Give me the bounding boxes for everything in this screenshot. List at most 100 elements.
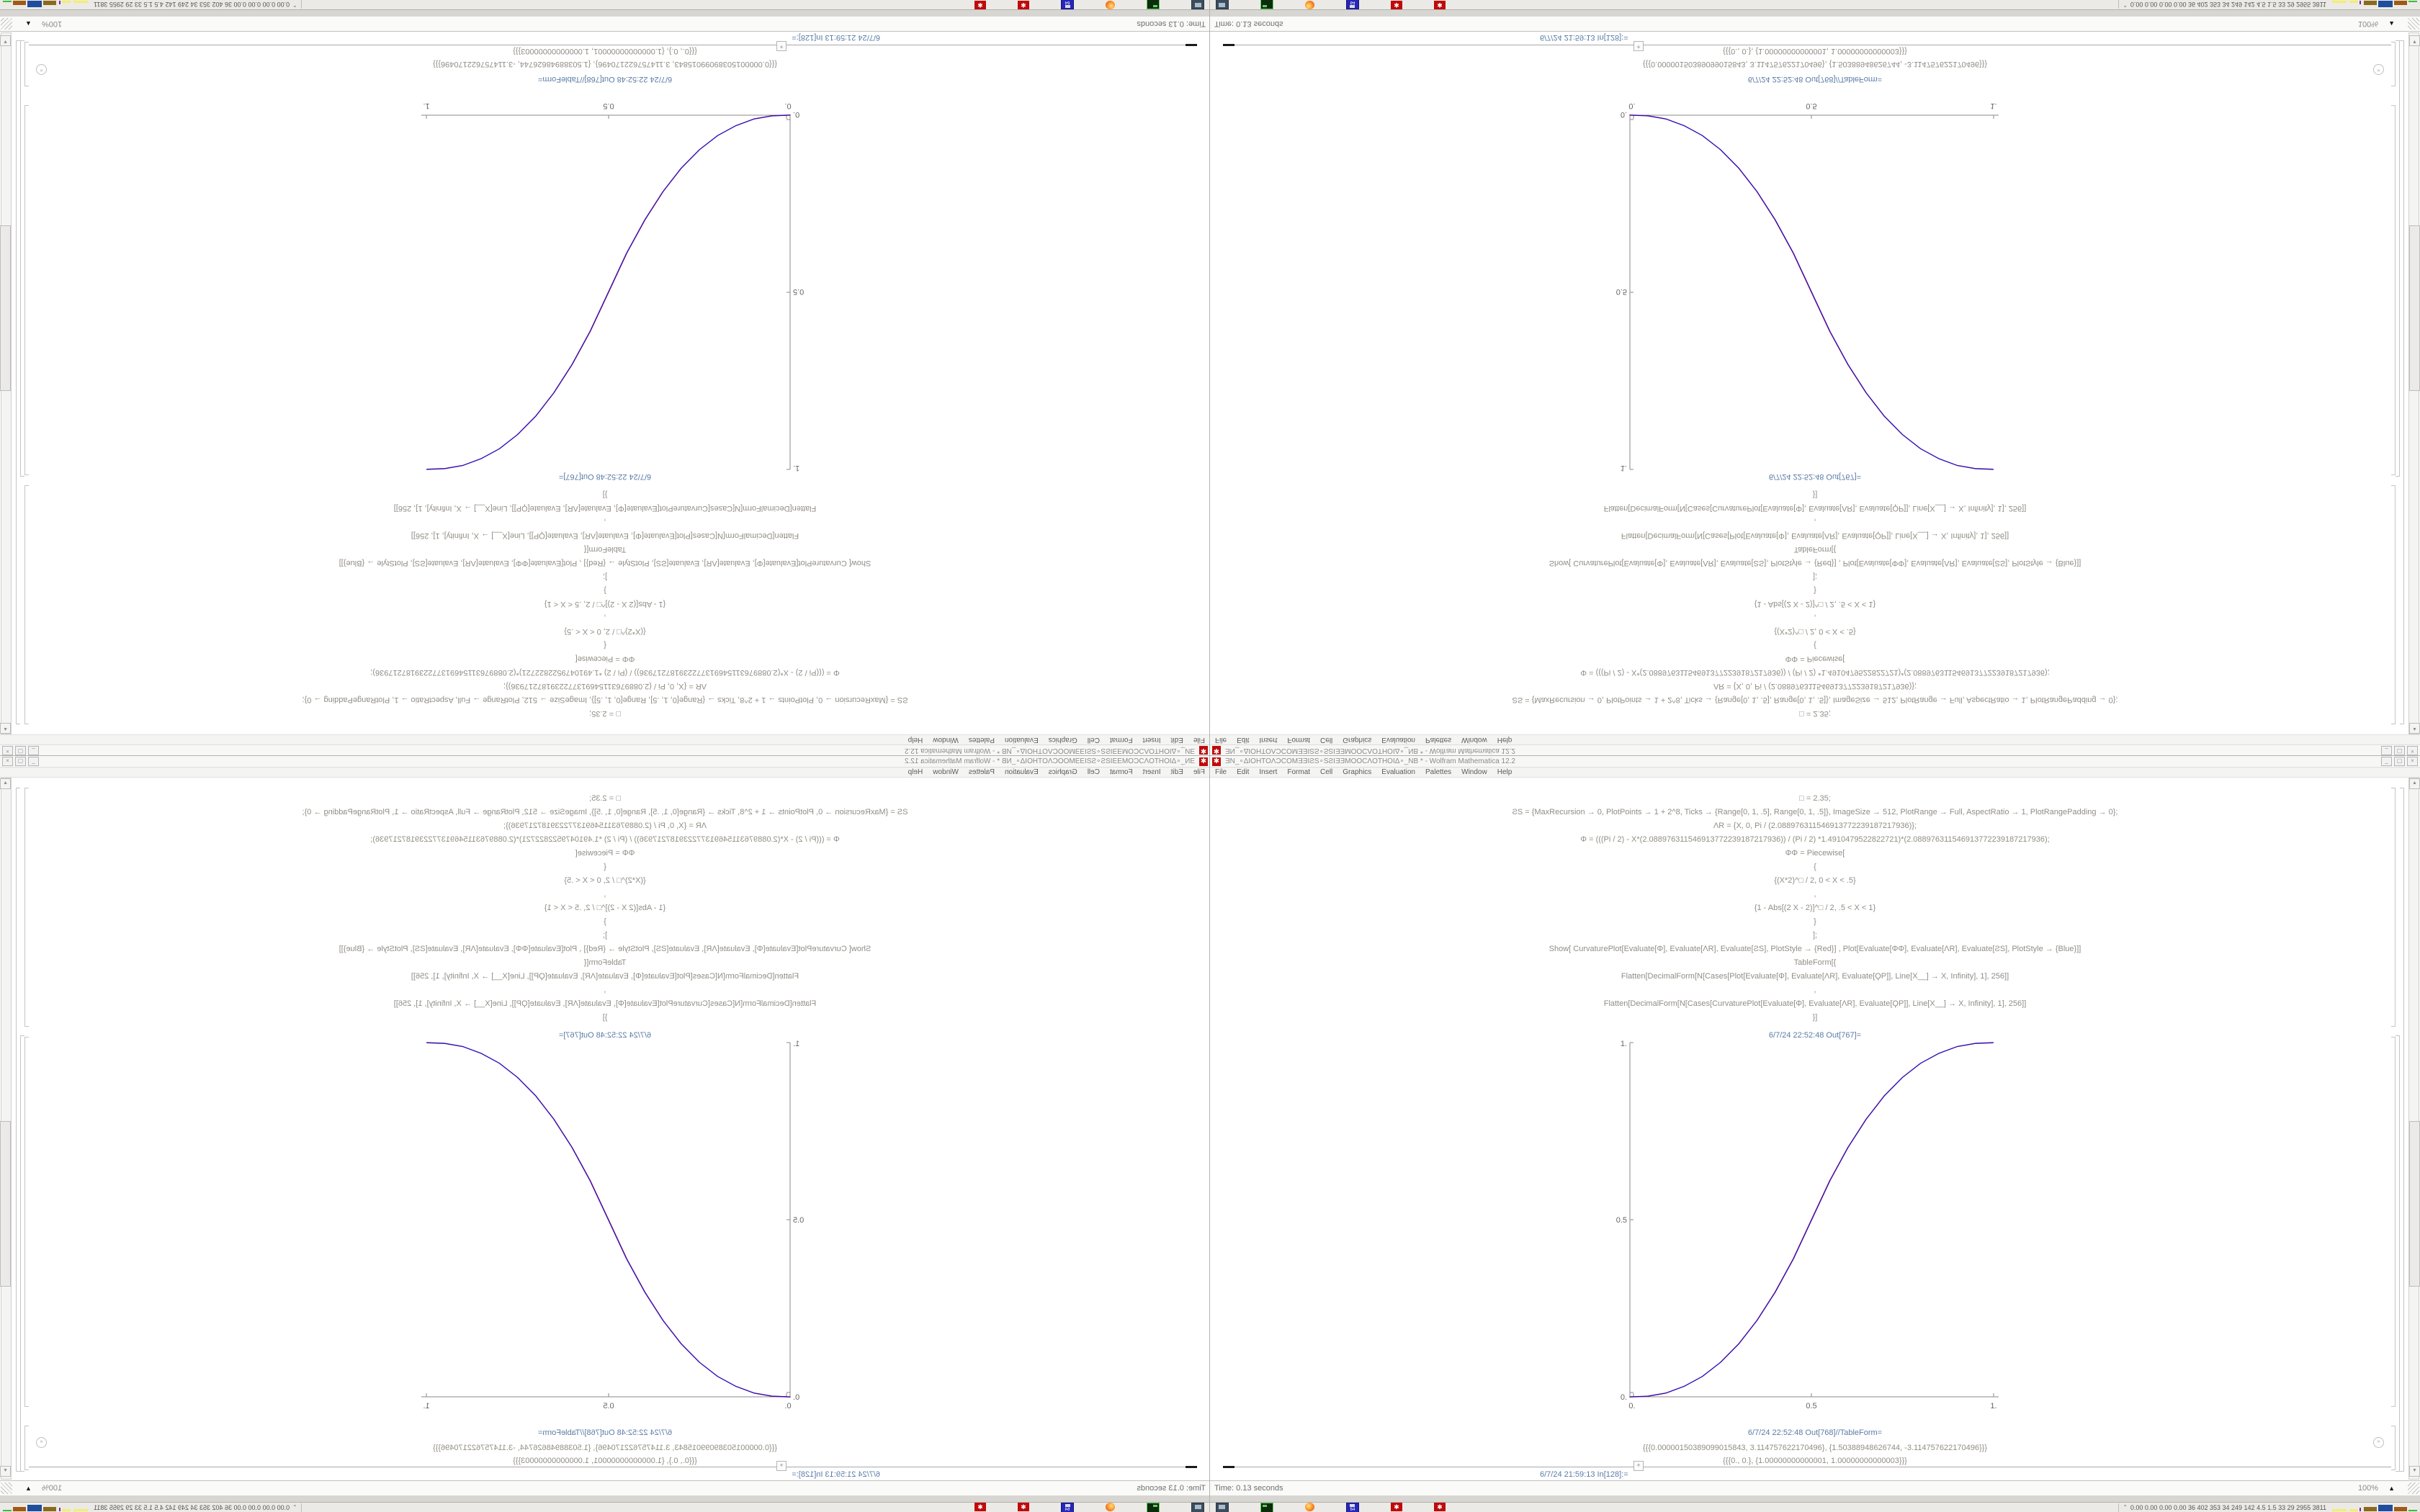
code-line[interactable]: ]; <box>602 931 608 940</box>
code-line[interactable]: Flatten[DecimalForm[N[Cases[Plot[Evaluat… <box>411 531 799 540</box>
code-line[interactable]: ƧS = {MaxRecursion → 0, PlotPoints → 1 +… <box>1512 696 2118 704</box>
menu-format[interactable]: Format <box>1287 768 1311 776</box>
code-line[interactable]: { <box>604 641 606 649</box>
menu-window[interactable]: Window <box>1461 736 1487 744</box>
firefox-icon[interactable] <box>1305 1502 1314 1511</box>
table-cell-bracket[interactable] <box>2391 42 2396 86</box>
code-line[interactable]: }] <box>1812 1013 1818 1022</box>
menu-insert[interactable]: Insert <box>1142 736 1161 744</box>
plot-cell-bracket[interactable] <box>24 1037 29 1407</box>
menu-window[interactable]: Window <box>933 736 959 744</box>
notebook-content-area[interactable]: □ = 2.35; ƧS = {MaxRecursion → 0, PlotPo… <box>1210 32 2420 734</box>
code-line[interactable]: { <box>604 863 606 871</box>
menu-insert[interactable]: Insert <box>1142 768 1161 776</box>
menu-file[interactable]: File <box>1193 768 1205 776</box>
table-cell-bracket[interactable] <box>2391 1426 2396 1470</box>
code-line[interactable]: Flatten[DecimalForm[N[Cases[Plot[Evaluat… <box>1621 531 2009 540</box>
code-line[interactable]: , <box>604 986 606 994</box>
scroll-up-button[interactable]: ▲ <box>2409 723 2420 734</box>
cell-insert-plus-button[interactable]: + <box>776 1461 786 1471</box>
minimize-button[interactable]: _ <box>2381 757 2392 766</box>
code-line[interactable]: ΦΦ = Piecewise[ <box>1785 849 1845 858</box>
display-icon[interactable] <box>1191 0 1204 10</box>
maximize-button[interactable]: ▢ <box>15 757 26 766</box>
magnification-value[interactable]: 100% <box>41 19 63 28</box>
code-line[interactable]: {1 - Abs[(2 X - 2)]^□ / 2, .5 < X < 1} <box>1754 904 1876 912</box>
menu-cell[interactable]: Cell <box>1087 768 1100 776</box>
mathematica-spikey-icon[interactable]: ✱ <box>1391 1 1402 10</box>
code-line[interactable]: , <box>1814 518 1816 526</box>
scroll-down-button[interactable]: ▼ <box>0 35 11 46</box>
close-button[interactable]: × <box>2 757 13 766</box>
magnification-popup-icon[interactable]: ▲ <box>2388 20 2395 27</box>
menu-palettes[interactable]: Palettes <box>968 768 995 776</box>
menu-graphics[interactable]: Graphics <box>1343 736 1372 744</box>
menu-insert[interactable]: Insert <box>1259 768 1278 776</box>
scroll-up-button[interactable]: ▲ <box>2409 778 2420 789</box>
code-line[interactable]: TableForm[{ <box>583 958 627 967</box>
code-line[interactable]: ]; <box>1812 931 1818 940</box>
window-titlebar[interactable]: ✱ ƎN_∘ΔIOHTOΛƆCOMƎƎIƧS∘SƧIƎƎMOOCΛOTHOIΔ∘… <box>1210 744 2420 756</box>
table-cell-bracket[interactable] <box>24 1426 29 1470</box>
window-titlebar[interactable]: ✱ ƎN_∘ΔIOHTOΛƆCOMƎƎIƧS∘SƧIƎƎMOOCΛOTHOIΔ∘… <box>1210 756 2420 768</box>
code-line[interactable]: {1 - Abs[(2 X - 2)]^□ / 2, .5 < X < 1} <box>1754 600 1876 608</box>
minimize-button[interactable]: _ <box>28 757 39 766</box>
code-line[interactable]: □ = 2.35; <box>1799 794 1831 803</box>
output-group-bracket[interactable] <box>2396 40 2400 477</box>
elide-output-button[interactable]: » <box>36 1437 47 1448</box>
code-line[interactable]: Flatten[DecimalForm[N[Cases[Plot[Evaluat… <box>411 972 799 981</box>
code-line[interactable]: Φ = (((Pi / 2) - X*(2.088976311546913772… <box>370 668 840 677</box>
scroll-up-button[interactable]: ▲ <box>0 723 11 734</box>
vertical-scrollbar[interactable]: ▲ ▼ <box>0 32 12 734</box>
cell-insert-plus-button[interactable]: + <box>1634 41 1644 51</box>
code-line[interactable]: {(X*2)^□ / 2, 0 < X < .5} <box>564 627 646 636</box>
panel-collapse-icon[interactable]: ⌃ <box>294 1504 297 1511</box>
code-line[interactable]: Flatten[DecimalForm[N[Cases[CurvaturePlo… <box>1603 999 2027 1008</box>
menu-format[interactable]: Format <box>1109 736 1133 744</box>
code-line[interactable]: }] <box>602 1013 608 1022</box>
terminal-icon[interactable] <box>1260 1502 1273 1512</box>
firefox-icon[interactable] <box>1106 1502 1115 1511</box>
input-cell-code[interactable]: □ = 2.35; ƧS = {MaxRecursion → 0, PlotPo… <box>1210 487 2420 720</box>
scrollbar-thumb[interactable] <box>0 225 11 391</box>
input-cell-bracket[interactable] <box>24 485 29 724</box>
scroll-down-button[interactable]: ▼ <box>2409 1466 2420 1477</box>
code-line[interactable]: ΛR = {X, 0, Pi / (2.08897631154691377223… <box>1713 822 1917 830</box>
code-line[interactable]: { <box>1814 863 1816 871</box>
window-resize-grip[interactable] <box>2408 1482 2419 1494</box>
scroll-down-button[interactable]: ▼ <box>0 1466 11 1477</box>
code-line[interactable]: ΦΦ = Piecewise[ <box>575 654 635 663</box>
code-line[interactable]: Flatten[DecimalForm[N[Cases[CurvaturePlo… <box>393 999 817 1008</box>
code-line[interactable]: } <box>1814 586 1816 595</box>
firefox-icon[interactable] <box>1305 1 1314 10</box>
window-resize-grip[interactable] <box>1 18 12 30</box>
notebook-content-area[interactable]: □ = 2.35; ƧS = {MaxRecursion → 0, PlotPo… <box>0 32 1210 734</box>
menu-help[interactable]: Help <box>1497 768 1512 776</box>
magnification-popup-icon[interactable]: ▲ <box>25 20 32 27</box>
display-icon[interactable] <box>1216 1502 1229 1512</box>
magnification-value[interactable]: 100% <box>41 1484 63 1493</box>
plot-cell-bracket[interactable] <box>24 105 29 475</box>
panel-collapse-icon[interactable]: ⌃ <box>2123 1 2126 8</box>
mathematica-spikey-icon[interactable]: ✱ <box>1018 1502 1029 1511</box>
code-line[interactable]: {1 - Abs[(2 X - 2)]^□ / 2, .5 < X < 1} <box>544 904 666 912</box>
display-icon[interactable] <box>1191 1502 1204 1512</box>
elide-output-button[interactable]: » <box>2373 64 2384 75</box>
vertical-scrollbar[interactable]: ▲ ▼ <box>0 778 12 1480</box>
scrollbar-thumb[interactable] <box>2409 225 2420 391</box>
code-line[interactable]: ƧS = {MaxRecursion → 0, PlotPoints → 1 +… <box>302 696 908 704</box>
maximize-button[interactable]: ▢ <box>2394 757 2405 766</box>
scrollbar-thumb[interactable] <box>2409 1121 2420 1287</box>
input-cell-code[interactable]: □ = 2.35; ƧS = {MaxRecursion → 0, PlotPo… <box>0 792 1210 1025</box>
scrollbar-thumb[interactable] <box>0 1121 11 1287</box>
menu-window[interactable]: Window <box>933 768 959 776</box>
code-line[interactable]: Φ = (((Pi / 2) - X*(2.088976311546913772… <box>1580 835 2050 844</box>
code-line[interactable]: { <box>1814 641 1816 649</box>
code-line[interactable]: Φ = (((Pi / 2) - X*(2.088976311546913772… <box>1580 668 2050 677</box>
code-line[interactable]: }] <box>1812 490 1818 499</box>
elide-output-button[interactable]: » <box>36 64 47 75</box>
vertical-scrollbar[interactable]: ▲ ▼ <box>2408 32 2420 734</box>
code-line[interactable]: , <box>604 518 606 526</box>
menu-palettes[interactable]: Palettes <box>1425 768 1452 776</box>
window-titlebar[interactable]: ✱ ƎN_∘ΔIOHTOΛƆCOMƎƎIƧS∘SƧIƎƎMOOCΛOTHOIΔ∘… <box>0 756 1210 768</box>
